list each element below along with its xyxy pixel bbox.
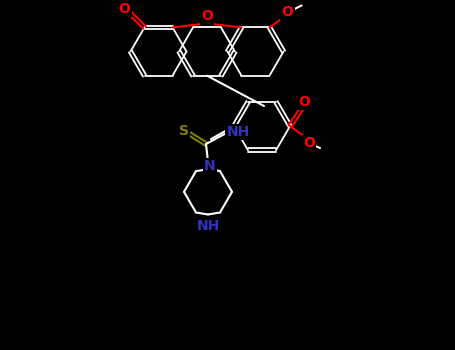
Text: O: O — [298, 95, 310, 109]
Text: O: O — [119, 1, 131, 15]
Text: O: O — [282, 6, 293, 20]
Text: S: S — [179, 124, 189, 138]
Text: O: O — [201, 9, 213, 23]
Text: NH: NH — [197, 219, 220, 233]
Text: NH: NH — [227, 125, 250, 139]
Text: N: N — [204, 159, 216, 173]
Text: O: O — [303, 136, 315, 150]
